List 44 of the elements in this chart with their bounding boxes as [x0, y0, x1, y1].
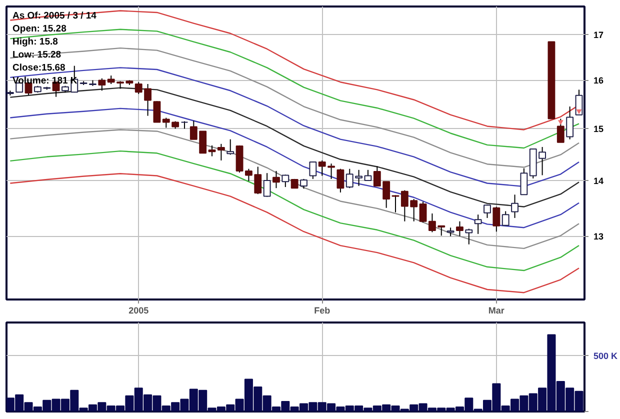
candlestick [392, 194, 400, 213]
y-tick-label: 13 [594, 232, 604, 242]
line-series [10, 173, 580, 294]
x-tick-label: 2005 [128, 306, 149, 316]
line-series [10, 108, 580, 228]
candlestick [309, 160, 317, 180]
annotation: High: 15.8 [12, 36, 58, 48]
x-tick-label: Feb [314, 306, 331, 316]
y-tick-label: 16 [594, 76, 604, 86]
candlestick [556, 118, 564, 143]
candlestick [484, 204, 491, 218]
candlestick [474, 214, 482, 234]
line-series [10, 87, 580, 208]
y-tick-label: 500 K [594, 350, 618, 361]
candlestick [272, 170, 280, 189]
candlestick [520, 168, 528, 196]
candlestick [511, 194, 518, 218]
annotation: Open: 15.28 [12, 24, 66, 34]
candlestick [336, 168, 344, 193]
candlestick [226, 138, 234, 156]
annotation: Close:15.68 [12, 62, 66, 74]
candlestick [575, 89, 583, 116]
candlestick [502, 210, 510, 226]
candlestick [465, 228, 473, 245]
candlestick [282, 174, 290, 188]
candlestick [208, 144, 216, 157]
candlestick [300, 178, 308, 190]
candlestick [364, 169, 372, 182]
annotation: Low: 15.28 [12, 50, 62, 60]
y-tick-label: 15 [594, 124, 604, 134]
candlestick [456, 220, 464, 237]
candlestick [153, 100, 161, 123]
candlestick [98, 78, 106, 92]
candlestick [566, 106, 574, 140]
x-tick-label: Mar [488, 306, 505, 316]
candlestick [263, 172, 271, 198]
candlestick [217, 143, 225, 161]
y-tick-label: 17 [594, 30, 604, 40]
line-series [10, 150, 580, 272]
candlestick [419, 201, 427, 223]
line-series [10, 129, 580, 250]
candlestick [492, 206, 500, 232]
line-series [10, 47, 580, 168]
y-tick-label: 14 [594, 176, 604, 186]
